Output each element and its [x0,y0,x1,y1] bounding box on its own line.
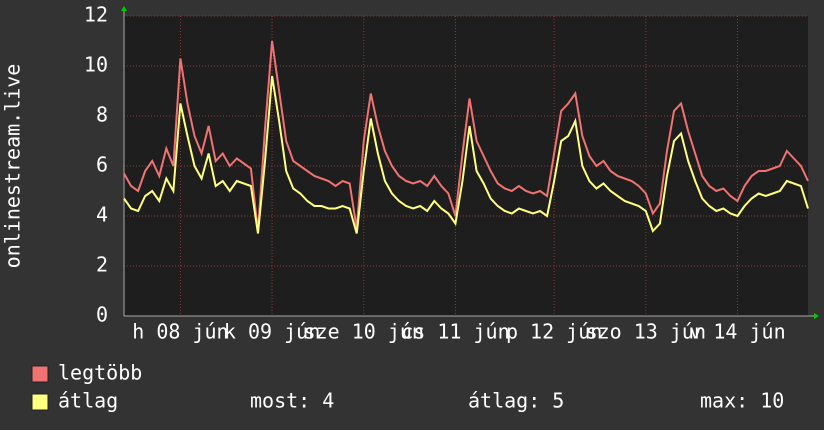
x-tick-label: sze 10 jún [304,320,424,344]
axis-arrow [121,6,127,11]
y-tick-label: 6 [96,153,108,177]
stat: max: 10 [700,389,784,413]
stat: átlag: 5 [468,389,564,413]
series-line [123,40,809,232]
axis-arrow [814,313,819,319]
x-tick-label: h 08 jún [132,320,228,344]
legend-label: legtöbb [58,361,142,385]
y-tick-label: 4 [96,203,108,227]
legend-label: átlag [58,389,118,413]
series-line [123,75,809,234]
y-axis-label: onlinestream.live [1,64,25,269]
y-tick-label: 12 [84,3,108,27]
x-tick-label: k 09 jún [224,320,320,344]
y-tick-label: 2 [96,253,108,277]
x-tick-label: szo 13 jún [586,320,706,344]
y-tick-label: 10 [84,53,108,77]
stat: most: 4 [250,389,334,413]
x-tick-label: p 12 jún [506,320,602,344]
legend-swatch [31,393,49,411]
y-tick-label: 0 [96,303,108,327]
y-tick-label: 8 [96,103,108,127]
x-tick-label: cs 11 jún [401,320,509,344]
x-tick-label: v 14 jún [689,320,785,344]
legend-swatch [31,365,49,383]
